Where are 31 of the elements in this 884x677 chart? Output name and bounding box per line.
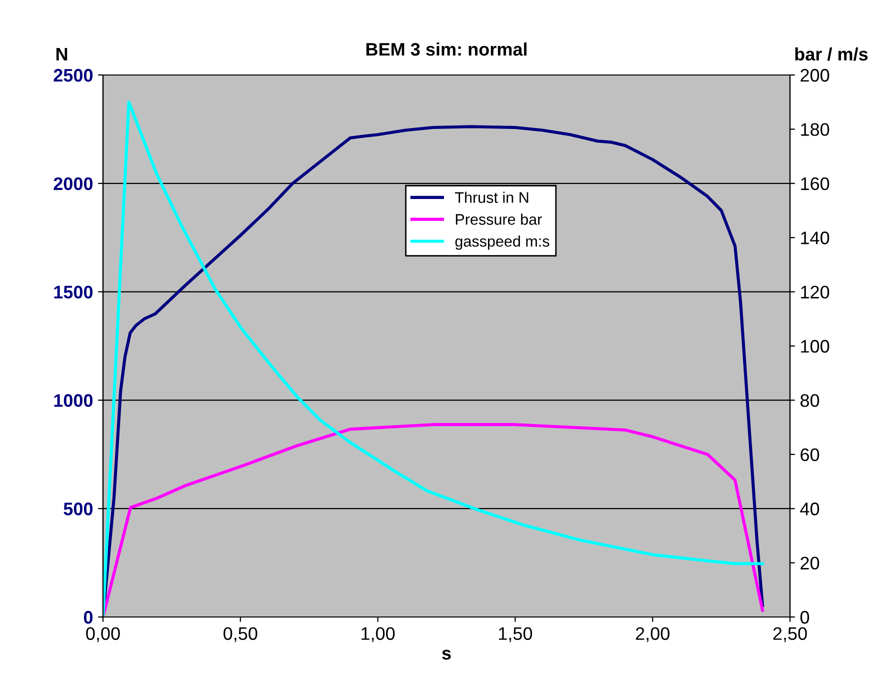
y-tick-label: 1000 xyxy=(54,394,93,407)
y-tick-label: 2500 xyxy=(54,68,93,82)
y-tick-label: 1500 xyxy=(54,286,93,299)
y-tick-label: 0 xyxy=(84,610,93,624)
y2-tick-label: 20 xyxy=(800,556,820,570)
x-tick-label: 0,50 xyxy=(224,627,258,642)
x-tick-label: 2,00 xyxy=(636,627,670,642)
x-tick-label: 1,50 xyxy=(499,627,532,642)
y2-tick-label: 0 xyxy=(800,610,810,624)
y2-tick-label: 60 xyxy=(800,448,820,462)
y2-tick-label: 120 xyxy=(801,286,830,299)
legend-label: Pressure bar xyxy=(456,214,542,225)
y2-tick-label: 180 xyxy=(801,123,830,136)
y-axis-title: N xyxy=(56,48,68,60)
line-series xyxy=(103,423,764,617)
chart-title: BEM 3 sim: normal xyxy=(366,42,526,56)
legend-label: gasspeed m:s xyxy=(455,235,550,250)
y2-tick-label: 140 xyxy=(801,232,830,244)
y2-tick-label: 40 xyxy=(800,502,820,516)
y2-tick-label: 160 xyxy=(801,177,830,190)
legend-label: Thrust in N xyxy=(455,192,528,203)
y2-tick-label: 80 xyxy=(800,394,820,407)
y2-tick-label: 100 xyxy=(801,340,830,353)
x-tick-label: 2,50 xyxy=(773,627,807,642)
y-tick-label: 2000 xyxy=(54,177,93,190)
y-tick-label: 500 xyxy=(64,502,93,516)
y2-tick-label: 200 xyxy=(800,68,830,82)
x-tick-label: 0,00 xyxy=(86,627,120,642)
y2-axis-title: bar / m/s xyxy=(795,47,868,61)
x-axis-title: s xyxy=(442,650,451,660)
x-tick-label: 1,00 xyxy=(362,627,395,642)
